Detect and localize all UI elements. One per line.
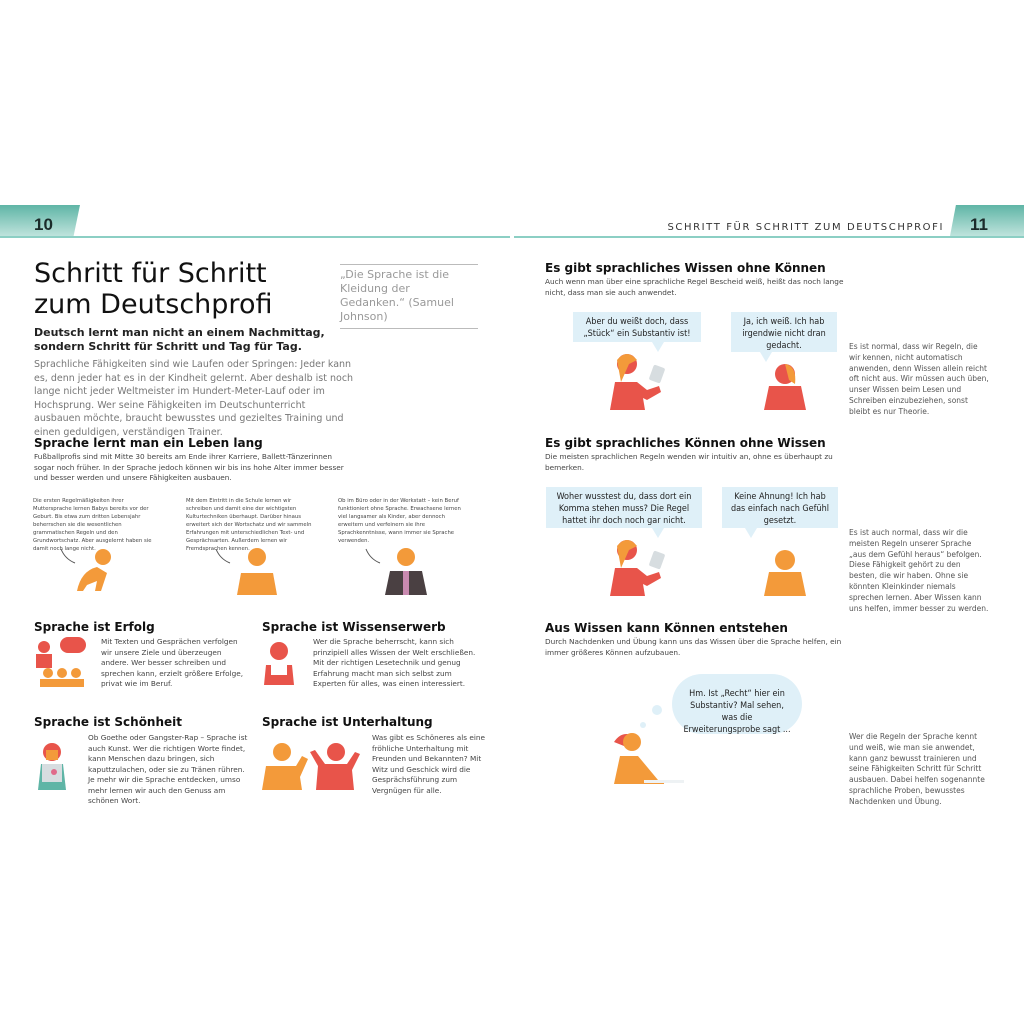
title-line-1: Schritt für Schritt [34,258,267,289]
speech-bubble-1: Aber du weißt doch, dass „Stück“ ein Sub… [573,312,701,342]
section-wissenserwerb-text: Wer die Sprache beherrscht, kann sich pr… [313,637,476,688]
lifelong-text: Fußballprofis sind mit Mitte 30 bereits … [34,452,344,482]
section-schoenheit-heading: Sprache ist Schönheit [34,715,183,729]
section-schoenheit-text: Ob Goethe oder Gangster-Rap – Sprache is… [88,733,248,805]
arrow-icon [215,548,231,564]
header-rule-left [0,236,510,238]
conversation-icon [262,743,360,790]
speech-bubble-tail [745,528,757,538]
speech-bubble-2: Keine Ahnung! Ich hab das einfach nach G… [722,487,838,528]
block1-subtext: Auch wenn man über eine sprachliche Rege… [545,277,844,297]
block2-side-text: Es ist auch normal, dass wir die meisten… [849,528,989,613]
stage-school-text: Mit dem Eintritt in die Schule lernen wi… [186,498,312,552]
section-unterhaltung-heading: Sprache ist Unterhaltung [262,715,433,729]
speech-bubble-tail [652,342,664,352]
title-line-2: zum Deutschprofi [34,289,273,320]
thought-cloud [672,674,802,734]
girl-reading-icon [38,743,66,790]
speech-bubble-tail [652,528,664,538]
girl-with-tablet-icon [610,540,665,596]
child-icon [215,548,277,595]
section-wissenserwerb-heading: Sprache ist Wissenserwerb [262,620,446,634]
girl-with-tablet-icon [610,354,665,410]
thought-text: Hm. Ist „Recht“ hier ein Substantiv? Mal… [683,689,791,735]
block3-subtext: Durch Nachdenken und Übung kann uns das … [545,637,842,657]
girl-writing-icon [614,733,684,784]
lifelong-heading: Sprache lernt man ein Leben lang [34,436,263,450]
lead-text: Deutsch lernt man nicht an einem Nachmit… [34,326,325,353]
speech-bubble-1: Woher wusstest du, dass dort ein Komma s… [546,487,702,528]
speaker-audience-icon [36,637,86,687]
stage-baby-text: Die ersten Regelmäßigkeiten ihrer Mutter… [33,498,152,552]
quote: „Die Sprache ist die Kleidung der Gedank… [340,264,478,329]
speech-bubble-tail [760,352,772,362]
stage-adult-text: Ob im Büro oder in der Werkstatt – kein … [338,498,461,544]
section-unterhaltung-text: Was gibt es Schöneres als eine fröhliche… [372,733,485,795]
block2-heading: Es gibt sprachliches Können ohne Wissen [545,436,826,450]
page-title: Schritt für Schritt zum Deutschprofi [34,258,272,320]
block1-heading: Es gibt sprachliches Wissen ohne Können [545,261,826,275]
thought-dot [652,705,662,715]
section-erfolg-heading: Sprache ist Erfolg [34,620,155,634]
page-number-right: 11 [950,205,1024,236]
arrow-icon [60,548,76,564]
reader-icon [264,642,294,685]
thought-dot [640,722,646,728]
boy-icon [764,550,806,596]
block2-subtext: Die meisten sprachlichen Regeln wenden w… [545,452,833,472]
section-erfolg-text: Mit Texten und Gesprächen verfolgen wir … [101,637,244,688]
block3-side-text: Wer die Regeln der Sprache kennt und wei… [849,732,985,806]
block1-side-text: Es ist normal, dass wir Regeln, die wir … [849,342,989,416]
adult-icon [365,548,427,595]
intro-text: Sprachliche Fähigkeiten sind wie Laufen … [34,359,354,438]
baby-icon [60,548,111,591]
running-title: SCHRITT FÜR SCHRITT ZUM DEUTSCHPROFI [667,222,944,233]
block3-heading: Aus Wissen kann Können entstehen [545,621,788,635]
arrow-icon [365,548,381,564]
header-rule-right [514,236,1024,238]
girl-icon [764,364,806,410]
page-number-left: 10 [0,205,80,236]
speech-bubble-2: Ja, ich weiß. Ich hab irgendwie nicht dr… [731,312,837,352]
